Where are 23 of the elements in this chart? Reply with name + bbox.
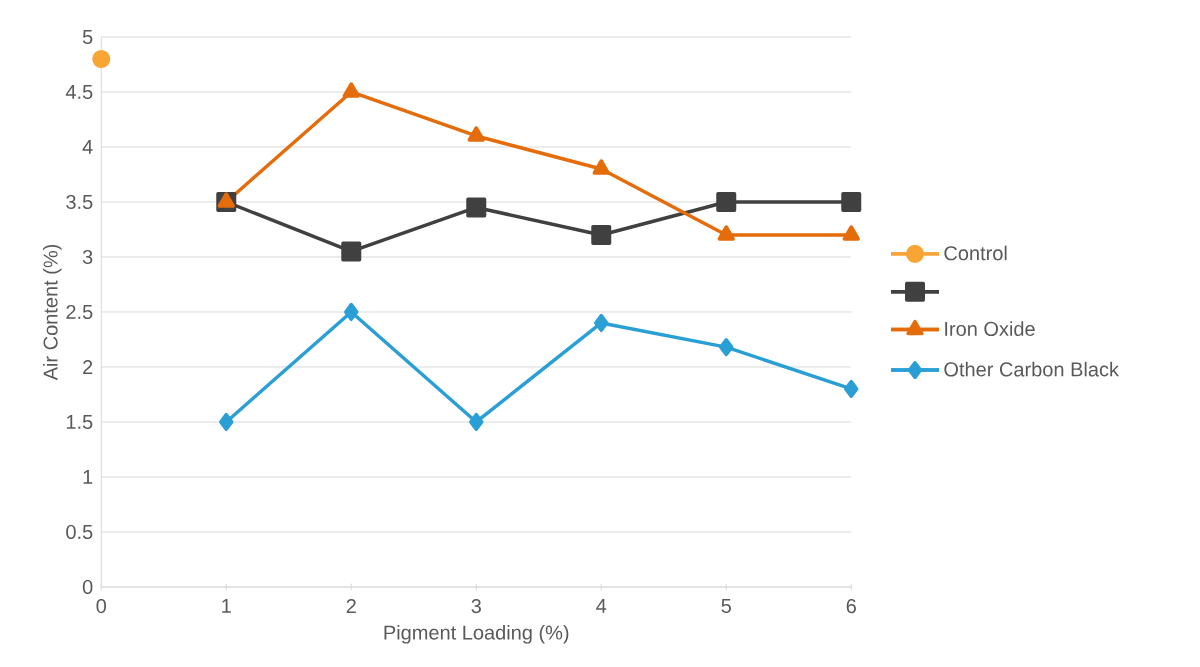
x-tick-label: 5 [721,599,731,613]
y-tick-label: 0 [82,579,93,595]
x-tick-label: 3 [471,599,481,614]
legend-label: Other Carbon Black [944,361,1120,377]
x-tick-label: 1 [222,599,231,613]
y-tick-label: 0.5 [66,524,93,540]
y-tick-label: 1 [83,470,93,484]
y-tick-label: 5 [82,29,93,44]
x-tick-label: 6 [846,599,856,614]
y-tick-label: 2 [83,359,93,374]
x-tick-label: 4 [596,599,607,613]
y-tick-label: 2.5 [66,304,93,320]
x-axis-title: Pigment Loading (%) [384,624,569,644]
legend-label: Iron Oxide [945,321,1035,336]
y-tick-label: 1.5 [66,414,93,429]
y-tick-label: 3 [82,249,93,265]
x-tick-label: 2 [346,599,356,613]
x-tick-label: 0 [96,599,107,614]
y-tick-label: 3.5 [66,194,93,210]
y-axis-title: Air Content (%) [42,244,62,381]
legend-label: Control [944,245,1007,261]
y-tick-label: 4 [82,140,93,154]
y-tick-label: 4.5 [65,84,93,99]
